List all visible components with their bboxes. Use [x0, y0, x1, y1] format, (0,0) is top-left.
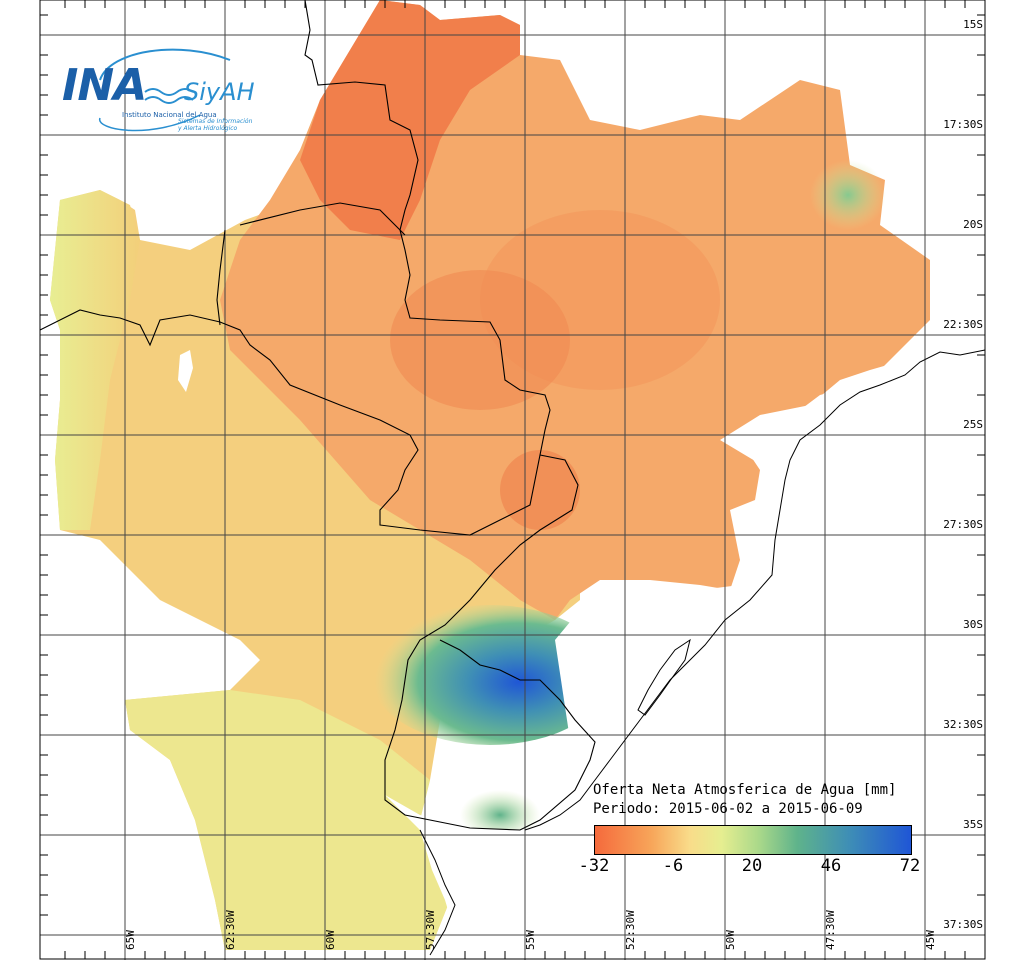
frame-ticks — [39, 0, 986, 960]
lon-label: 60W — [324, 930, 337, 950]
lon-label: 65W — [124, 930, 137, 950]
anomaly-northeast — [810, 160, 886, 230]
lon-label: 55W — [524, 930, 537, 950]
lake-mask — [178, 350, 193, 392]
lat-label: 30S — [963, 618, 983, 631]
lat-label: 27:30S — [943, 518, 983, 531]
logo-system-name: Sistemas de Información y Alerta Hidroló… — [178, 118, 278, 132]
coastline — [419, 349, 986, 956]
legend-colorbar — [594, 825, 912, 855]
logo-ina: INA — [62, 60, 147, 111]
lat-label: 17:30S — [943, 118, 983, 131]
coast-mask-east — [555, 345, 985, 950]
latitude-labels: 15S 17:30S 20S 22:30S 25S 27:30S 30S 32:… — [930, 18, 984, 931]
legend-tick: 72 — [899, 856, 921, 876]
lon-label: 52:30W — [624, 910, 637, 950]
lat-label: 20S — [963, 218, 983, 231]
logo-siyah: SiyAH — [184, 78, 255, 106]
legend-tick: -6 — [662, 856, 684, 876]
logo-swoosh-icon — [99, 48, 231, 132]
anomaly-south — [460, 790, 540, 840]
country-borders — [39, 0, 596, 831]
logo-system-line1: Sistemas de Información — [178, 118, 253, 125]
lat-label: 15S — [963, 18, 983, 31]
lat-label: 37:30S — [943, 918, 983, 931]
legend-title: Oferta Neta Atmosferica de Agua [mm] — [593, 782, 897, 798]
legend-period: Periodo: 2015-06-02 a 2015-06-09 — [593, 801, 863, 817]
longitude-labels: 65W 62:30W 60W 57:30W 55W 52:30W 50W 47:… — [124, 910, 937, 950]
lon-label: 57:30W — [424, 910, 437, 950]
logo-system-line2: y Alerta Hidrológico — [178, 125, 238, 132]
legend-tick: 46 — [820, 856, 842, 876]
legend-tick: 20 — [741, 856, 763, 876]
lat-label: 32:30S — [943, 718, 983, 731]
lat-label: 22:30S — [943, 318, 983, 331]
lon-label: 45W — [924, 930, 937, 950]
logo-institution: Instituto Nacional del Agua — [122, 111, 217, 119]
anomaly-uruguay — [370, 605, 610, 745]
estuary-mask — [385, 780, 600, 950]
legend-tick: -32 — [578, 856, 610, 876]
lat-label: 35S — [963, 818, 983, 831]
lon-label: 62:30W — [224, 910, 237, 950]
lat-label: 25S — [963, 418, 983, 431]
lon-label: 50W — [724, 930, 737, 950]
lon-label: 47:30W — [824, 910, 837, 950]
graticule — [40, 0, 985, 960]
